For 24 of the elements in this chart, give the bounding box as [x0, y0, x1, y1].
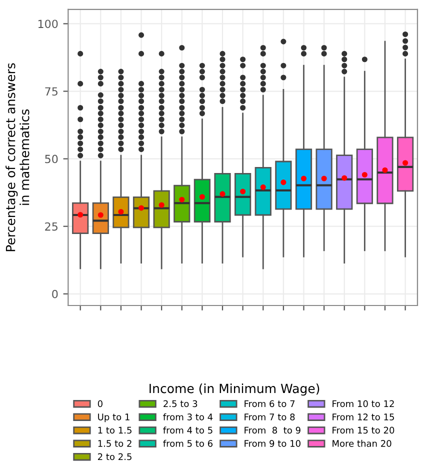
legend-label: 2.5 to 3 — [164, 400, 198, 408]
legend-label: 0 — [98, 400, 102, 408]
y-tick-label: 75 — [45, 87, 58, 96]
legend-label: Up to 1 — [98, 414, 130, 422]
legend-label: From 6 to 7 — [244, 400, 295, 408]
legend-label: From 7 to 8 — [244, 414, 295, 420]
legend-label: From 12 to 15 — [332, 414, 394, 420]
legend-label: 1.5 to 2 — [98, 440, 132, 447]
legend-title: Income (in Minimum Wage) — [150, 384, 320, 396]
legend-label: from 5 to 6 — [163, 440, 213, 447]
legend-label: From 8 to 9 — [244, 426, 300, 434]
legend-label: from 4 to 5 — [163, 426, 212, 434]
y-axis-title: Percentage of correct answers in mathematics — [6, 63, 30, 252]
legend-label: From 10 to 12 — [332, 400, 394, 408]
legend-label: From 9 to 10 — [244, 440, 300, 447]
y-tick-label: 100 — [38, 20, 58, 28]
y-tick-label: 0 — [52, 290, 58, 298]
legend-label: 2 to 2.5 — [98, 453, 132, 460]
legend-label: More than 20 — [332, 440, 392, 447]
legend-label: 1 to 1.5 — [98, 426, 132, 434]
y-tick-label: 25 — [45, 222, 58, 231]
y-tick-label: 50 — [45, 154, 58, 164]
legend-label: From 15 to 20 — [332, 426, 394, 434]
legend-label: from 3 to 4 — [163, 413, 213, 420]
